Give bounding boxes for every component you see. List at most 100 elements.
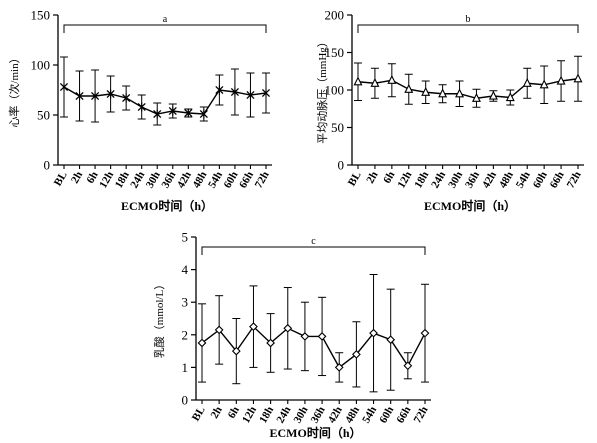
data-point (438, 88, 448, 98)
x-tick-label: 48h (190, 170, 209, 191)
x-tick-label: BL (52, 170, 70, 189)
x-axis-label: ECMO时间（h） (121, 198, 213, 213)
y-tick-label: 2 (182, 327, 189, 342)
y-tick-label: 150 (31, 8, 51, 23)
y-axis-label: 平均动脉压（mmHg） (315, 36, 329, 144)
data-point (184, 108, 193, 118)
significance-bracket (357, 24, 579, 33)
x-tick-label: 72h (565, 170, 584, 191)
x-tick-label: 72h (412, 405, 431, 426)
panel-letter: b (466, 14, 471, 25)
x-tick-label: 60h (377, 405, 396, 426)
x-tick-label: 48h (497, 170, 516, 191)
data-point (317, 332, 327, 341)
x-tick-label: 6h (84, 170, 100, 186)
y-tick-label: 50 (331, 120, 344, 135)
data-point (387, 74, 397, 84)
y-tick-label: 200 (325, 8, 345, 23)
x-tick-label: 30h (292, 405, 311, 426)
data-point (369, 328, 378, 338)
x-tick-label: 42h (480, 170, 499, 191)
x-tick-label: 54h (206, 170, 225, 191)
data-point (386, 335, 396, 345)
data-point (214, 325, 224, 335)
data-point (283, 323, 293, 333)
y-tick-label: 100 (325, 83, 345, 98)
x-tick-label: 24h (128, 170, 147, 191)
y-tick-label: 100 (31, 58, 51, 73)
x-tick-label: 42h (326, 405, 345, 426)
x-tick-label: 6h (226, 405, 242, 421)
data-point (334, 363, 344, 372)
data-point (230, 87, 239, 97)
data-point (91, 91, 100, 101)
y-tick-label: 50 (37, 108, 50, 123)
series-line (63, 86, 267, 115)
data-point (403, 361, 413, 371)
panel-letter: c (311, 236, 316, 247)
x-tick-label: 24h (274, 405, 293, 426)
x-tick-label: 12h (240, 405, 259, 426)
data-point (168, 106, 177, 116)
data-point (261, 88, 271, 98)
x-tick-label: 66h (237, 170, 256, 191)
y-tick-label: 5 (182, 230, 189, 245)
x-tick-label: 30h (144, 170, 163, 191)
series-line (201, 325, 426, 369)
x-tick-label: 36h (463, 170, 482, 191)
data-point (137, 102, 146, 112)
data-point (122, 93, 131, 103)
data-point (404, 83, 414, 93)
data-point (420, 328, 430, 338)
x-tick-label: 36h (159, 170, 178, 191)
data-point (455, 88, 465, 98)
data-point (488, 90, 498, 100)
x-tick-label: 48h (343, 405, 362, 426)
data-point (153, 109, 162, 119)
data-point (556, 75, 566, 85)
x-tick-label: 6h (381, 170, 397, 186)
panel-letter: a (163, 14, 168, 25)
x-tick-label: 42h (175, 170, 194, 191)
data-point (421, 86, 431, 96)
x-tick-label: 12h (395, 170, 414, 191)
y-tick-label: 4 (182, 262, 189, 277)
y-axis-label: 乳酸（mmol/L） (152, 279, 166, 358)
x-tick-label: 2h (364, 170, 380, 186)
x-tick-label: 2h (209, 405, 225, 421)
x-tick-label: 2h (69, 170, 85, 186)
significance-bracket (63, 24, 267, 33)
x-tick-label: 60h (531, 170, 550, 191)
x-tick-label: 24h (429, 170, 448, 191)
data-point (573, 73, 583, 83)
data-point (215, 85, 224, 95)
y-axis-label: 心率（次/min） (7, 52, 21, 127)
data-point (370, 77, 380, 87)
y-tick-label: 3 (182, 295, 189, 310)
data-point (505, 92, 515, 102)
x-tick-label: 18h (257, 405, 276, 426)
data-point (353, 76, 363, 86)
data-point (249, 322, 258, 332)
y-tick-label: 1 (182, 360, 189, 375)
data-point (471, 92, 481, 102)
x-tick-label: 18h (113, 170, 132, 191)
x-tick-label: 60h (222, 170, 241, 191)
x-tick-label: 54h (514, 170, 533, 191)
x-tick-label: 36h (309, 405, 328, 426)
chart-lactate: 0 1 2 3 4 5 BL 2h 6h12h18h24h30h36h42h48h54h60h6… (152, 230, 431, 440)
data-point (231, 346, 241, 356)
chart-mean-arterial-pressure: 0 50 100 150 200 BL 2h 6h12h18h24h30h36h42h48h5… (315, 8, 584, 213)
data-point (197, 338, 207, 348)
x-tick-label: 66h (394, 405, 413, 426)
y-tick-label: 0 (182, 393, 189, 408)
data-point (522, 77, 532, 87)
y-tick-label: 150 (325, 45, 345, 60)
x-tick-label: 18h (412, 170, 431, 191)
x-tick-label: 54h (360, 405, 379, 426)
x-tick-label: 30h (446, 170, 465, 191)
data-point (352, 349, 361, 359)
significance-bracket (201, 246, 426, 255)
